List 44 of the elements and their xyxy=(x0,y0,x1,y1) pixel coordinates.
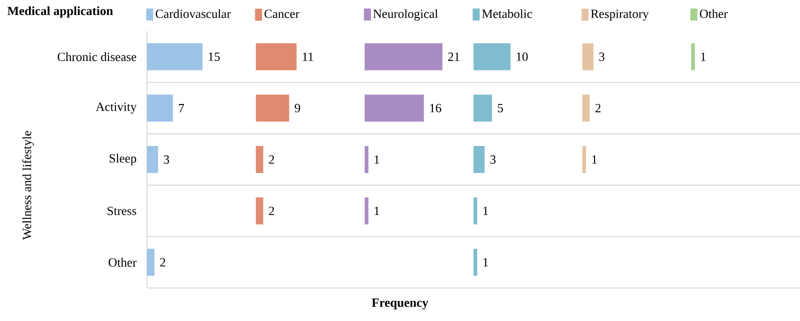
legend-label: Cardiovascular xyxy=(156,9,231,18)
y-axis-title: Wellness and lifestyle xyxy=(22,130,34,240)
bar xyxy=(147,43,203,70)
data-label: 21 xyxy=(448,52,460,61)
legend-label: Cancer xyxy=(264,10,300,18)
bar xyxy=(147,248,154,276)
data-label: 2 xyxy=(268,155,274,164)
bar xyxy=(474,197,478,224)
data-label: 11 xyxy=(302,52,314,61)
data-label: 15 xyxy=(208,52,220,61)
data-label: 1 xyxy=(592,155,597,164)
x-axis-title: Frequency xyxy=(372,298,428,310)
bar xyxy=(474,43,511,70)
data-label: 5 xyxy=(498,104,503,112)
y-tick-label: Chronic disease xyxy=(58,52,136,62)
bar xyxy=(474,146,485,173)
legend-label: Respiratory xyxy=(590,10,649,21)
legend-title: Medical application xyxy=(7,6,113,18)
data-label: 3 xyxy=(599,52,604,61)
y-tick-label: Sleep xyxy=(110,154,136,166)
bar xyxy=(474,248,478,276)
data-label: 1 xyxy=(484,258,488,266)
data-label: 9 xyxy=(294,104,300,112)
data-label: 2 xyxy=(595,104,600,112)
bar xyxy=(147,146,158,173)
data-label: 3 xyxy=(490,155,496,164)
data-label: 1 xyxy=(484,206,488,216)
y-tick-label: Stress xyxy=(108,206,136,216)
data-label: 16 xyxy=(430,104,442,112)
data-label: 7 xyxy=(178,104,184,112)
bar xyxy=(147,94,173,122)
legend-label: Other xyxy=(700,9,728,18)
data-label: 10 xyxy=(516,52,528,61)
data-label: 2 xyxy=(160,258,166,266)
legend-label: Neurological xyxy=(373,9,438,21)
data-label: 2 xyxy=(268,206,274,216)
bar xyxy=(474,94,492,122)
data-label: 1 xyxy=(701,52,706,61)
data-label: 1 xyxy=(374,155,380,164)
data-label: 3 xyxy=(164,155,170,164)
y-tick-label: Other xyxy=(108,258,137,267)
y-tick-label: Activity xyxy=(96,102,137,114)
legend-label: Metabolic xyxy=(482,9,532,18)
data-label: 1 xyxy=(374,206,380,216)
